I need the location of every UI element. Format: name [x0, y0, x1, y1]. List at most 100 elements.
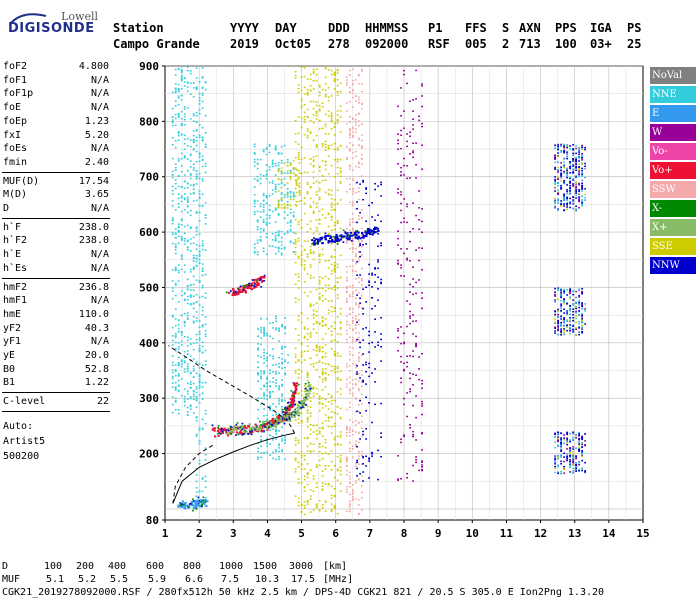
echo-dot	[351, 259, 354, 261]
echo-dot	[351, 179, 354, 182]
echo-dot	[318, 409, 321, 412]
x-tick-label: 11	[500, 527, 514, 540]
echo-dot	[336, 69, 339, 71]
echo-dot	[195, 244, 198, 246]
echo-dot	[336, 391, 339, 393]
echo-dot	[321, 127, 324, 130]
echo-dot	[289, 196, 292, 198]
echo-dot	[263, 328, 265, 331]
echo-dot	[259, 173, 262, 176]
echo-dot	[286, 158, 289, 161]
echo-dot	[351, 429, 354, 432]
echo-dot	[237, 289, 240, 292]
echo-dot	[294, 356, 297, 358]
echo-dot	[198, 337, 201, 339]
echo-dot	[303, 93, 306, 95]
echo-dot	[198, 501, 201, 504]
echo-dot	[560, 446, 563, 448]
echo-dot	[218, 431, 221, 434]
echo-dot	[354, 121, 357, 124]
echo-dot	[229, 428, 232, 431]
echo-dot	[357, 292, 360, 294]
echo-dot	[569, 324, 572, 326]
echo-dot	[174, 408, 177, 411]
echo-dot	[198, 97, 201, 99]
echo-dot	[357, 323, 360, 326]
echo-dot	[351, 237, 354, 240]
param-label: foE	[3, 102, 22, 114]
echo-dot	[253, 281, 256, 284]
echo-dot	[354, 440, 357, 443]
echo-dot	[280, 236, 283, 239]
echo-dot	[418, 378, 420, 381]
echo-dot	[306, 130, 309, 132]
echo-dot	[557, 326, 560, 328]
echo-dot	[292, 215, 295, 218]
echo-dot	[327, 425, 330, 428]
echo-dot	[192, 193, 195, 195]
echo-dot	[180, 365, 183, 368]
echo-dot	[303, 260, 306, 262]
echo-dot	[309, 385, 312, 388]
echo-dot	[400, 264, 402, 266]
echo-dot	[177, 230, 180, 232]
echo-dot	[581, 467, 584, 470]
echo-dot	[183, 240, 186, 242]
echo-dot	[186, 312, 189, 314]
echo-dot	[235, 426, 238, 429]
echo-dot	[289, 169, 292, 172]
echo-dot	[295, 174, 298, 176]
echo-dot	[283, 203, 286, 205]
d-row-value: 200	[76, 561, 95, 572]
echo-dot	[309, 397, 312, 399]
echo-dot	[213, 429, 216, 432]
echo-dot	[578, 192, 581, 195]
header-row2-cell-2: Oct05	[275, 37, 312, 51]
echo-dot	[400, 147, 402, 150]
echo-dot	[324, 465, 327, 467]
echo-dot	[415, 342, 417, 345]
echo-dot	[300, 98, 303, 100]
echo-dot	[251, 284, 253, 287]
echo-dot	[581, 438, 584, 441]
echo-dot	[309, 495, 312, 497]
echo-dot	[300, 126, 303, 129]
echo-dot	[315, 288, 318, 291]
echo-dot	[189, 380, 192, 383]
echo-dot	[174, 245, 177, 248]
echo-dot	[566, 312, 569, 314]
echo-dot	[348, 134, 351, 137]
echo-dot	[312, 443, 315, 446]
echo-dot	[380, 244, 382, 247]
echo-dot	[345, 291, 348, 294]
echo-dot	[312, 328, 315, 330]
echo-dot	[297, 169, 300, 172]
echo-dot	[554, 176, 557, 178]
echo-dot	[409, 291, 411, 293]
echo-dot	[271, 210, 274, 213]
echo-dot	[333, 505, 336, 507]
echo-dot	[292, 167, 295, 170]
echo-dot	[177, 361, 180, 364]
echo-dot	[351, 247, 354, 250]
echo-dot	[204, 143, 207, 146]
echo-dot	[174, 324, 177, 327]
echo-dot	[351, 392, 354, 395]
echo-dot	[572, 185, 575, 187]
echo-dot	[335, 239, 337, 241]
echo-dot	[284, 332, 286, 335]
echo-dot	[356, 274, 358, 276]
echo-dot	[204, 329, 207, 332]
echo-dot	[280, 193, 283, 196]
echo-dot	[271, 424, 273, 427]
echo-dot	[360, 427, 363, 430]
echo-dot	[180, 186, 183, 189]
param-value: N/A	[90, 249, 109, 261]
echo-dot	[409, 240, 411, 243]
echo-dot	[263, 333, 265, 335]
echo-dot	[321, 338, 324, 341]
echo-dot	[288, 416, 291, 419]
echo-dot	[195, 398, 198, 401]
echo-dot	[300, 456, 303, 459]
echo-dot	[333, 148, 336, 151]
